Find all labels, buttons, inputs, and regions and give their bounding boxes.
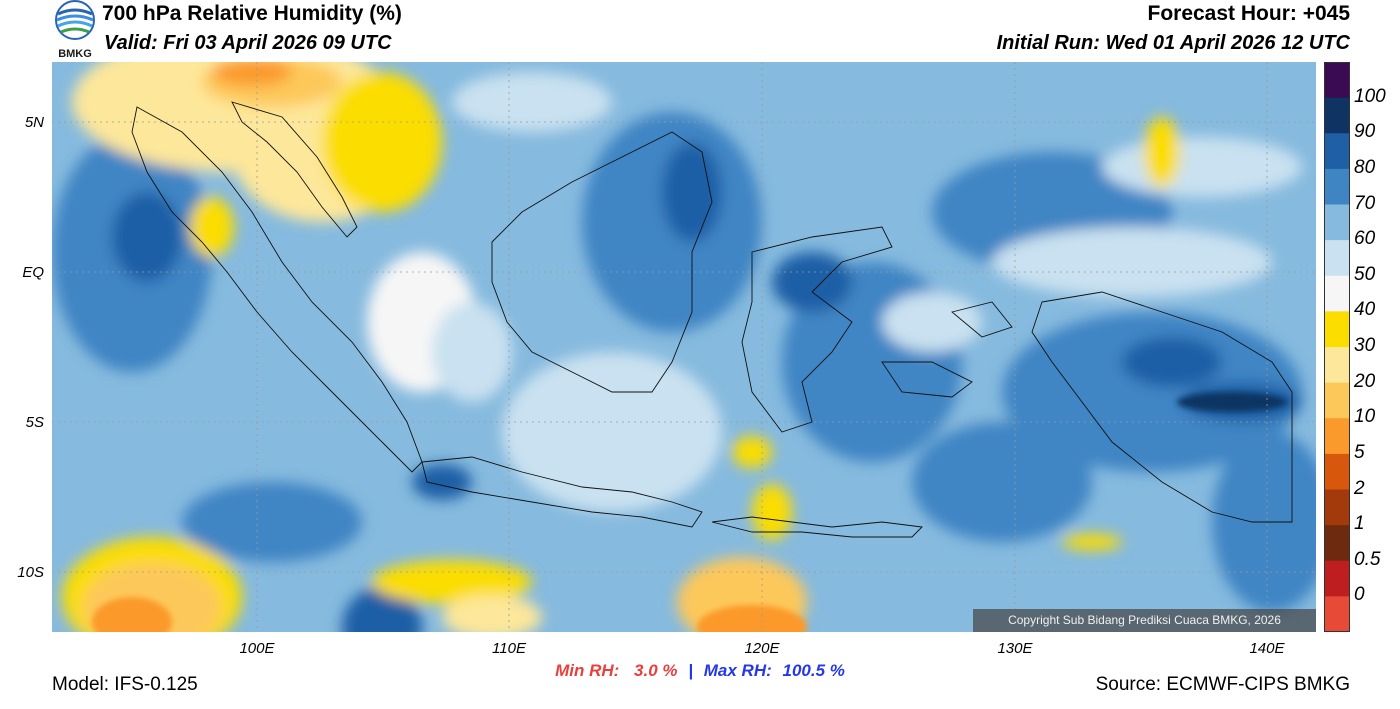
lon-label-120e: 120E bbox=[744, 640, 780, 657]
coastlines bbox=[131, 101, 1293, 538]
max-rh-value: 100.5 % bbox=[782, 661, 845, 680]
stats-separator: | bbox=[688, 661, 694, 680]
colorbar-segment bbox=[1324, 596, 1350, 632]
source-label: Source: ECMWF-CIPS BMKG bbox=[1095, 674, 1350, 695]
colorbar-label: 50 bbox=[1354, 263, 1376, 285]
min-rh-value: 3.0 % bbox=[634, 661, 678, 680]
lon-label-110e: 110E bbox=[492, 640, 526, 657]
colorbar-label: 0 bbox=[1354, 584, 1365, 606]
colorbar-segment bbox=[1324, 204, 1350, 241]
colorbar-segment bbox=[1324, 525, 1350, 562]
colorbar-segment bbox=[1324, 311, 1350, 348]
colorbar-segment bbox=[1324, 97, 1350, 134]
coast-java bbox=[421, 456, 703, 528]
initial-run: Initial Run: Wed 01 April 2026 12 UTC bbox=[996, 32, 1350, 54]
logo-text: BMKG bbox=[58, 48, 92, 60]
colorbar-label: 0.5 bbox=[1354, 548, 1381, 570]
colorbar-segment bbox=[1324, 489, 1350, 526]
colorbar-label: 80 bbox=[1354, 156, 1376, 178]
coast-halmahera bbox=[951, 301, 1013, 338]
min-rh-label: Min RH: bbox=[555, 661, 620, 680]
coast-borneo bbox=[491, 131, 713, 393]
lat-label-5n: 5N bbox=[24, 114, 44, 131]
colorbar-segment bbox=[1324, 275, 1350, 312]
lat-label-eq: EQ bbox=[22, 264, 44, 281]
colorbar-segment bbox=[1324, 453, 1350, 491]
colorbar-segment bbox=[1324, 62, 1350, 99]
valid-time: Valid: Fri 03 April 2026 09 UTC bbox=[104, 32, 392, 54]
colorbar-label: 60 bbox=[1354, 228, 1376, 250]
chart-title: 700 hPa Relative Humidity (%) bbox=[102, 2, 402, 25]
lon-label-100e: 100E bbox=[239, 640, 275, 657]
colorbar-label: 40 bbox=[1354, 299, 1376, 321]
graticule bbox=[52, 62, 1316, 632]
coast-seram bbox=[881, 361, 973, 398]
humidity-field bbox=[52, 62, 1316, 632]
colorbar-label: 20 bbox=[1354, 370, 1376, 392]
coast-lesser-sunda bbox=[711, 516, 923, 538]
model-label: Model: IFS-0.125 bbox=[52, 674, 198, 695]
coast-new-guinea bbox=[1031, 291, 1293, 523]
lat-label-10s: 10S bbox=[17, 564, 44, 581]
colorbar-segment bbox=[1324, 133, 1350, 170]
colorbar bbox=[1324, 62, 1350, 632]
colorbar-label: 5 bbox=[1354, 441, 1365, 463]
colorbar-label: 30 bbox=[1354, 335, 1376, 356]
max-rh-label: Max RH: bbox=[703, 661, 772, 680]
humidity-detail bbox=[92, 392, 1287, 632]
lon-label-140e: 140E bbox=[1249, 640, 1285, 657]
bmkg-logo: BMKG bbox=[55, 0, 95, 60]
colorbar-segment bbox=[1324, 382, 1350, 419]
colorbar-label: 10 bbox=[1354, 406, 1376, 428]
colorbar-label: 1 bbox=[1354, 513, 1365, 535]
colorbar-label: 2 bbox=[1354, 477, 1365, 499]
lat-label-5s: 5S bbox=[25, 414, 44, 431]
colorbar-label: 70 bbox=[1354, 192, 1376, 214]
colorbar-segment bbox=[1324, 168, 1350, 206]
rh-stats: Min RH: 3.0 % | Max RH: 100.5 % bbox=[0, 661, 1400, 681]
coast-sumatra bbox=[131, 106, 423, 473]
forecast-hour: Forecast Hour: +045 bbox=[1147, 2, 1351, 25]
colorbar-segment bbox=[1324, 240, 1350, 277]
coast-malay-peninsula bbox=[231, 101, 358, 238]
copyright-banner: Copyright Sub Bidang Prediksi Cuaca BMKG… bbox=[973, 609, 1316, 632]
coast-sulawesi bbox=[741, 226, 893, 433]
colorbar-segment bbox=[1324, 347, 1350, 384]
colorbar-label: 100 bbox=[1354, 85, 1386, 107]
humidity-map bbox=[52, 62, 1316, 632]
lon-label-130e: 130E bbox=[997, 640, 1033, 657]
colorbar-label: 90 bbox=[1354, 121, 1376, 143]
colorbar-segment bbox=[1324, 560, 1350, 597]
colorbar-segment bbox=[1324, 418, 1350, 455]
